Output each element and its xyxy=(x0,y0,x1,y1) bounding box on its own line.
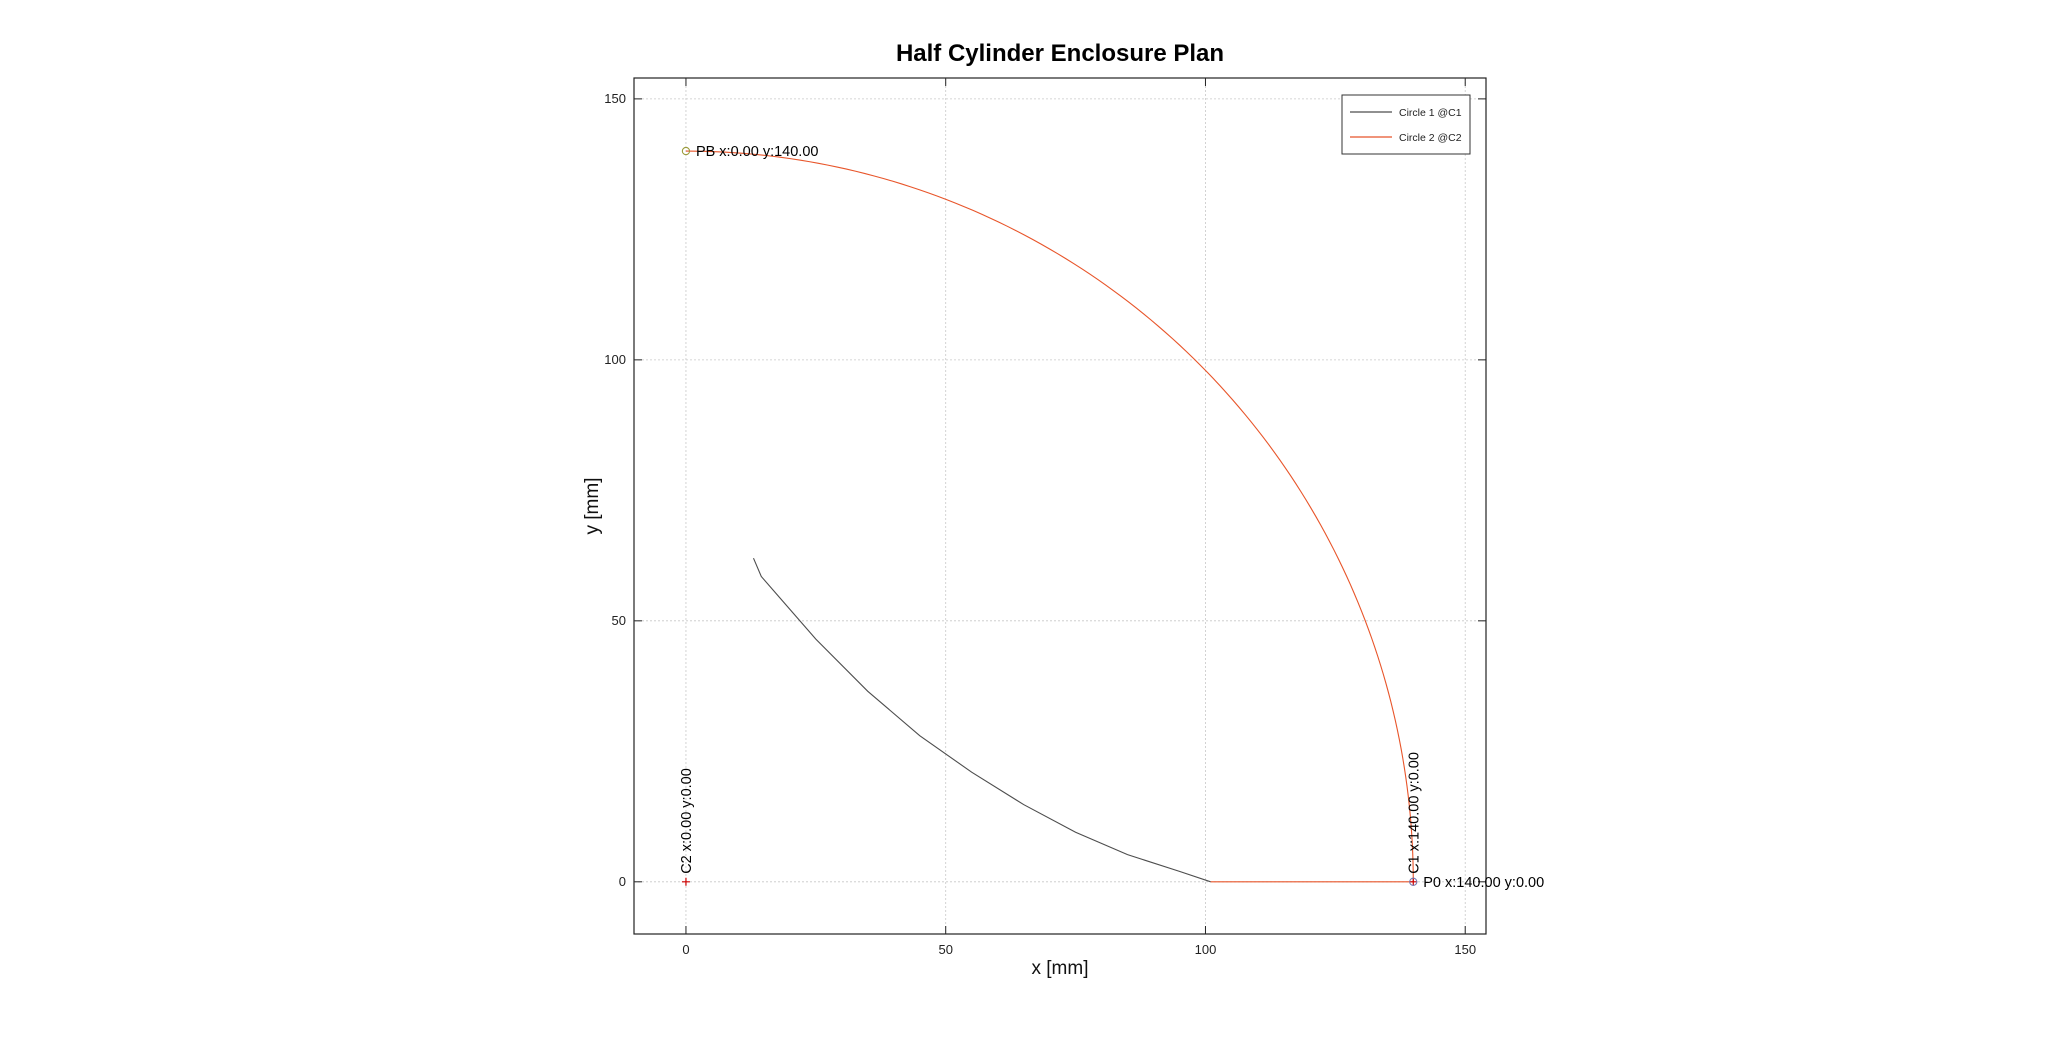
markers xyxy=(681,146,1418,886)
series-lines xyxy=(685,150,1414,883)
marker-c1 xyxy=(1409,877,1418,886)
annotation-label: C2 x:0.00 y:0.00 xyxy=(679,768,695,874)
x-tick-label: 100 xyxy=(1195,942,1217,957)
series-line-2 xyxy=(685,150,1414,882)
plot-area: 0 50 100 150 0 50 100 150 C2 x:0.00 y:0.00 PB x:… xyxy=(604,77,1544,957)
grid-lines xyxy=(634,78,1486,934)
annotation-label: C1 x:140.00 y:0.00 xyxy=(1406,752,1422,874)
x-axis-label: x [mm] xyxy=(1032,958,1089,979)
annotation-label: P0 x:140.00 y:0.00 xyxy=(1423,875,1544,891)
legend: Circle 1 @C1 Circle 2 @C2 xyxy=(1341,94,1471,155)
plot-frame xyxy=(633,77,1487,935)
marker-p0 xyxy=(1409,877,1418,886)
annotations: C2 x:0.00 y:0.00 PB x:0.00 y:140.00 C1 x:1… xyxy=(679,144,1544,891)
marker-pb xyxy=(681,146,691,156)
y-axis-label: y [mm] xyxy=(582,478,603,535)
x-tick-label: 0 xyxy=(682,942,689,957)
y-tick-label: 0 xyxy=(619,874,626,889)
y-tick-label: 100 xyxy=(604,352,626,367)
series-line-1 xyxy=(752,557,1211,883)
x-tick-label: 150 xyxy=(1454,942,1476,957)
marker-c2 xyxy=(681,877,690,886)
ticks: 0 50 100 150 0 50 100 150 xyxy=(604,78,1486,957)
annotation-label: PB x:0.00 y:140.00 xyxy=(696,144,819,160)
x-tick-label: 50 xyxy=(938,942,952,957)
legend-label: Circle 1 @C1 xyxy=(1399,107,1462,119)
y-tick-label: 150 xyxy=(604,91,626,106)
legend-label: Circle 2 @C2 xyxy=(1399,132,1462,144)
chart-title: Half Cylinder Enclosure Plan xyxy=(896,40,1224,67)
legend-box xyxy=(1341,94,1471,155)
y-tick-label: 50 xyxy=(612,613,626,628)
